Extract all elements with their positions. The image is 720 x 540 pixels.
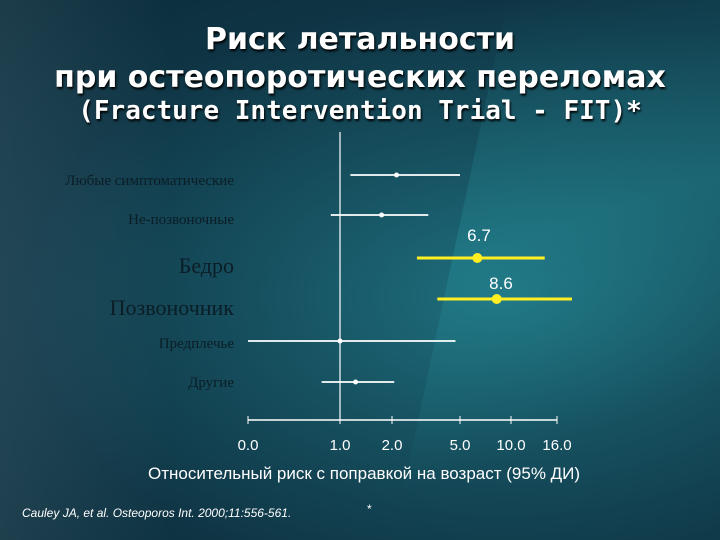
point-estimate-4 [337,338,343,344]
category-label-other: Другие [188,375,234,391]
x-tick-2-0: 2.0 [381,437,403,454]
point-estimate-3 [491,294,502,304]
x-tick-0-0: 0.0 [237,437,259,454]
point-estimate-0 [394,172,400,178]
x-tick-1-0: 1.0 [329,437,351,454]
point-estimate-1 [379,212,385,218]
x-tick-16-0: 16.0 [542,437,572,454]
category-label-non-vertebral: Не-позвоночные [128,212,234,228]
x-tick-10-0: 10.0 [496,437,526,454]
citation: Cauley JA, et al. Osteoporos Int. 2000;1… [22,506,292,520]
category-label-hip: Бедро [178,253,234,278]
category-label-any-symptomatic: Любые симптоматические [65,173,234,189]
slide-title-line-2: при остеопоротических переломах [54,60,666,95]
value-label-hip: 6.7 [467,226,491,245]
slide-title-line-1: Риск летальности [204,22,516,57]
category-label-forearm: Предплечье [158,336,234,352]
background-spine [0,0,170,540]
category-label-spine: Позвоночник [109,295,234,320]
footnote-mark: * [367,502,372,516]
x-tick-5-0: 5.0 [449,437,471,454]
value-label-spine: 8.6 [489,274,513,293]
point-estimate-5 [353,379,359,385]
x-axis-label: Относительный риск с поправкой на возрас… [148,464,581,483]
slide-title-line-3: (Fracture Intervention Trial - FIT)* [78,96,642,126]
point-estimate-2 [472,253,483,263]
